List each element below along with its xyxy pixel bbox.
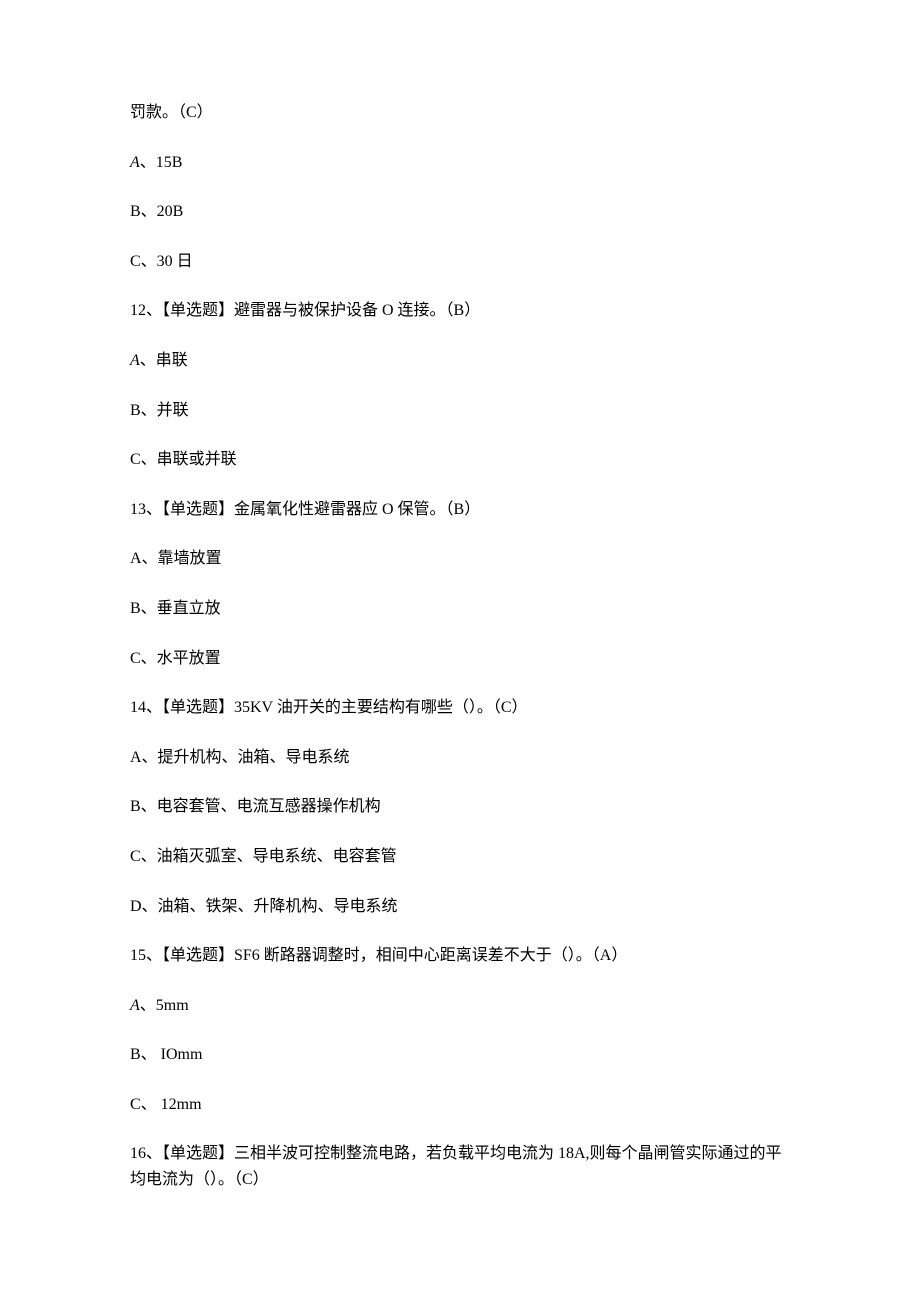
q11-continuation-text: 罚款。（C） [130, 100, 790, 126]
q12-text: 12、【单选题】避雷器与被保护设备 O 连接。（B） [130, 298, 790, 324]
q13-text: 13、【单选题】金属氧化性避雷器应 O 保管。（B） [130, 497, 790, 523]
q11-option-c: C、30 日 [130, 249, 790, 275]
q11-option-a: A、15B [130, 150, 790, 176]
q13-option-a: A、靠墙放置 [130, 546, 790, 572]
q12-option-c: C、串联或并联 [130, 447, 790, 473]
q14-text: 14、【单选题】35KV 油开关的主要结构有哪些（）。（C） [130, 695, 790, 721]
q16-text: 16、【单选题】三相半波可控制整流电路，若负载平均电流为 18A,则每个晶闸管实… [130, 1141, 790, 1192]
q14-option-d: D、油箱、铁架、升降机构、导电系统 [130, 894, 790, 920]
q14-option-a: A、提升机构、油箱、导电系统 [130, 745, 790, 771]
q15-option-a: A、5mm [130, 993, 790, 1019]
q13-option-b: B、垂直立放 [130, 596, 790, 622]
q11-option-b: B、20B [130, 199, 790, 225]
q15-option-b: B、 IOmm [130, 1042, 790, 1068]
q12-option-a: A、串联 [130, 348, 790, 374]
q13-option-c: C、水平放置 [130, 646, 790, 672]
q15-text: 15、【单选题】SF6 断路器调整时，相间中心距离误差不大于（）。（A） [130, 943, 790, 969]
q15-option-c: C、 12mm [130, 1092, 790, 1118]
q14-option-b: B、电容套管、电流互感器操作机构 [130, 794, 790, 820]
q14-option-c: C、油箱灭弧室、导电系统、电容套管 [130, 844, 790, 870]
q12-option-b: B、并联 [130, 398, 790, 424]
